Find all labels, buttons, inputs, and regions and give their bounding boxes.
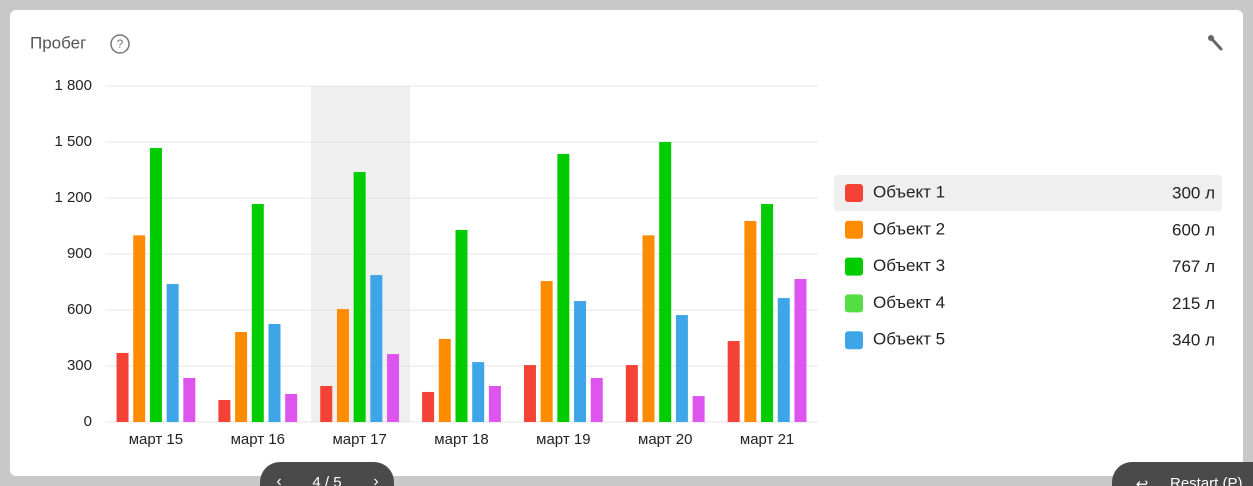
legend-swatch xyxy=(845,331,863,350)
restart-label: Restart (P) xyxy=(1170,475,1243,486)
x-tick-label: март 20 xyxy=(638,431,692,448)
legend-swatch xyxy=(845,184,863,202)
legend-total: 340 л xyxy=(1172,331,1215,350)
bar xyxy=(251,203,264,422)
bar xyxy=(794,279,807,422)
legend-label: Объект 2 xyxy=(873,219,945,238)
legend-label: Объект 3 xyxy=(873,256,945,275)
bar xyxy=(370,275,383,422)
bar xyxy=(422,391,435,422)
bar xyxy=(761,203,774,422)
svg-text:?: ? xyxy=(117,37,124,51)
bar xyxy=(320,385,333,422)
x-tick-label: март 18 xyxy=(434,431,488,448)
y-tick-label: 0 xyxy=(84,413,92,430)
legend-swatch xyxy=(845,257,863,276)
legend-label: Объект 4 xyxy=(873,293,945,312)
bar xyxy=(336,309,349,422)
legend-swatch xyxy=(845,220,863,239)
x-tick-label: март 16 xyxy=(231,431,285,448)
legend-total: 300 л xyxy=(1172,183,1215,202)
y-tick-label: 1 800 xyxy=(54,77,92,94)
svg-text:↩: ↩ xyxy=(1136,476,1149,486)
legend-label: Объект 1 xyxy=(873,182,945,201)
bar xyxy=(166,284,179,422)
x-tick-label: март 17 xyxy=(332,431,386,448)
bar xyxy=(777,298,790,422)
y-tick-label: 1 200 xyxy=(54,189,92,206)
bar xyxy=(218,399,231,422)
bar xyxy=(574,301,587,422)
bar xyxy=(285,394,298,422)
legend-label: Объект 5 xyxy=(873,330,945,349)
bar xyxy=(540,281,553,422)
bar xyxy=(744,220,757,422)
bar xyxy=(642,235,655,422)
pager[interactable]: ‹ › 4 / 5 xyxy=(260,462,394,486)
x-tick-label: март 19 xyxy=(536,431,590,448)
legend-total: 215 л xyxy=(1172,294,1215,313)
y-tick-label: 300 xyxy=(67,357,92,374)
bar xyxy=(353,172,366,422)
bar xyxy=(472,362,485,422)
bar xyxy=(692,396,705,422)
bar xyxy=(149,147,162,422)
bar xyxy=(116,352,129,422)
bar xyxy=(523,365,536,422)
legend-total: 600 л xyxy=(1172,220,1215,239)
restart-button[interactable]: ↩ Restart (P) xyxy=(1112,462,1253,486)
x-tick-label: март 15 xyxy=(129,431,183,448)
bar xyxy=(727,340,740,422)
bar xyxy=(659,142,672,422)
bar xyxy=(675,315,688,422)
bar xyxy=(133,235,146,422)
bar xyxy=(590,377,603,422)
bar xyxy=(235,332,248,422)
bar xyxy=(438,338,451,422)
bar xyxy=(268,324,281,422)
svg-text:›: › xyxy=(373,473,378,486)
bar xyxy=(387,354,400,422)
help-icon[interactable]: ? xyxy=(110,34,130,54)
settings-icon[interactable] xyxy=(1208,35,1223,51)
bar xyxy=(183,377,196,422)
legend-swatch xyxy=(845,294,863,313)
bar xyxy=(625,365,638,422)
bar xyxy=(455,229,468,422)
bar xyxy=(488,385,501,422)
svg-text:‹: ‹ xyxy=(276,473,281,486)
pager-label: 4 / 5 xyxy=(312,474,341,486)
legend-highlight xyxy=(834,175,1222,211)
y-tick-label: 900 xyxy=(67,245,92,262)
y-tick-label: 600 xyxy=(67,301,92,318)
x-tick-label: март 21 xyxy=(740,431,794,448)
bar xyxy=(557,153,570,423)
y-tick-label: 1 500 xyxy=(54,133,92,150)
card-title: Пробег xyxy=(30,33,86,52)
legend-total: 767 л xyxy=(1172,257,1215,276)
